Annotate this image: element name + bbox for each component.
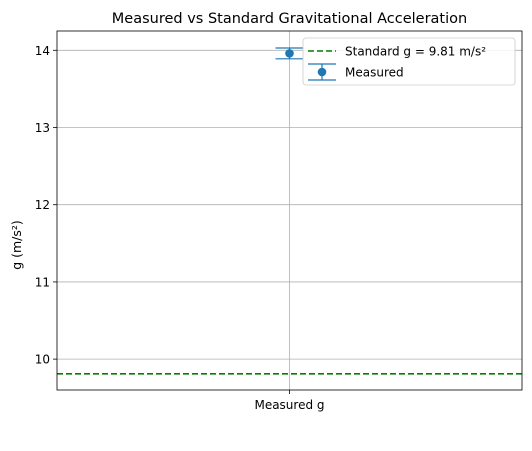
data-point	[285, 49, 294, 58]
y-tick-label: 11	[35, 275, 50, 289]
legend-label-measured: Measured	[345, 66, 404, 80]
chart-title: Measured vs Standard Gravitational Accel…	[112, 11, 467, 27]
y-tick-label: 10	[35, 353, 50, 367]
x-tick-label: Measured g	[254, 398, 324, 412]
x-axis-ticks: Measured g	[254, 390, 325, 412]
y-tick-label: 14	[35, 44, 50, 58]
legend: Standard g = 9.81 m/s² Measured	[302, 37, 516, 86]
grid	[57, 31, 522, 390]
legend-label-reference: Standard g = 9.81 m/s²	[345, 45, 486, 59]
legend-box	[302, 37, 516, 86]
y-axis-ticks: 10 11 12 13 14	[35, 44, 57, 367]
legend-swatch-point	[317, 67, 327, 77]
y-axis-label: g (m/s²)	[9, 220, 24, 270]
y-tick-label: 13	[35, 121, 50, 135]
y-tick-label: 12	[35, 198, 50, 212]
series-group	[275, 47, 304, 60]
